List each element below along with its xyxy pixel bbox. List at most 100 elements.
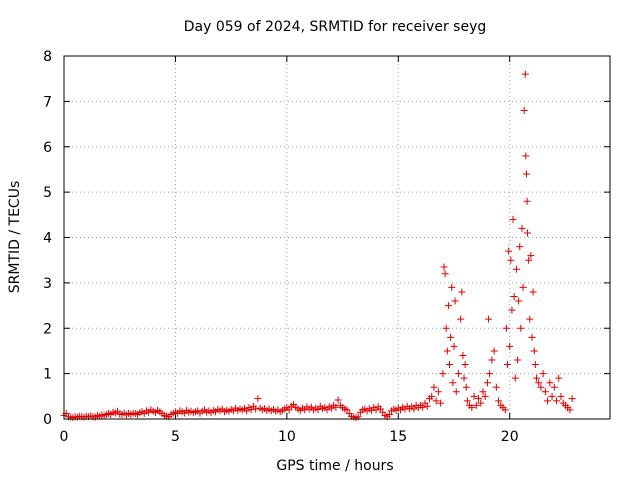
y-tick-label: 6 — [43, 140, 52, 156]
data-point — [440, 263, 448, 271]
y-axis-label: SRMTID / TECUs — [7, 181, 23, 294]
data-point — [419, 403, 427, 411]
data-point — [475, 395, 483, 403]
data-point — [486, 370, 494, 378]
data-point — [495, 397, 503, 405]
data-point — [432, 397, 440, 405]
data-point — [519, 283, 527, 291]
data-point — [334, 396, 342, 404]
data-point — [566, 406, 574, 414]
data-point — [520, 106, 528, 114]
data-point — [385, 410, 393, 418]
data-point — [518, 224, 526, 232]
data-point — [441, 270, 449, 278]
data-point — [252, 405, 260, 413]
data-point — [448, 283, 456, 291]
x-tick-label: 10 — [278, 429, 296, 445]
data-point — [512, 265, 520, 273]
x-tick-label: 20 — [501, 429, 519, 445]
data-point — [544, 397, 552, 405]
data-point — [525, 256, 533, 264]
data-point — [458, 288, 466, 296]
data-point — [437, 399, 445, 407]
data-point — [515, 297, 523, 305]
data-point — [527, 252, 535, 260]
data-point — [470, 392, 478, 400]
data-point — [557, 392, 565, 400]
data-point — [546, 379, 554, 387]
y-tick-label: 0 — [43, 412, 52, 428]
data-point — [548, 392, 556, 400]
data-point — [522, 152, 530, 160]
data-point — [530, 347, 538, 355]
plot-frame — [63, 55, 611, 420]
y-tick-label: 5 — [43, 185, 52, 201]
data-point — [524, 229, 532, 237]
data-point — [555, 374, 563, 382]
data-point — [460, 374, 468, 382]
chart-title: Day 059 of 2024, SRMTID for receiver sey… — [184, 19, 487, 35]
data-point — [434, 388, 442, 396]
data-point — [285, 406, 293, 414]
data-point — [501, 406, 509, 414]
data-point — [254, 395, 262, 403]
data-point — [463, 397, 471, 405]
data-point — [514, 356, 522, 364]
data-point — [532, 374, 540, 382]
y-tick-label: 1 — [43, 367, 52, 383]
data-point — [452, 388, 460, 396]
data-point — [506, 342, 514, 350]
data-point — [332, 403, 340, 411]
data-point — [443, 347, 451, 355]
data-point — [343, 406, 351, 414]
data-point — [472, 401, 480, 409]
data-point — [528, 333, 536, 341]
data-point — [477, 399, 485, 407]
data-point — [410, 405, 418, 413]
data-point — [526, 315, 534, 323]
y-tick-label: 4 — [43, 231, 52, 247]
data-point — [523, 197, 531, 205]
data-point — [505, 247, 513, 255]
data-point — [449, 379, 457, 387]
data-point — [444, 302, 452, 310]
data-point — [492, 383, 500, 391]
data-point — [516, 243, 524, 251]
data-point — [522, 170, 530, 178]
data-point — [529, 288, 537, 296]
data-point — [509, 215, 517, 223]
y-tick-label: 3 — [43, 276, 52, 292]
data-point — [451, 297, 459, 305]
data-point — [481, 392, 489, 400]
data-point — [511, 374, 519, 382]
data-point — [537, 383, 545, 391]
grid-lines — [64, 56, 610, 419]
data-point — [442, 324, 450, 332]
data-point — [461, 361, 469, 369]
x-tick-label: 0 — [60, 429, 69, 445]
y-tick-label: 7 — [43, 94, 52, 110]
data-marks — [60, 70, 576, 422]
data-point — [479, 388, 487, 396]
x-tick-label: 5 — [171, 429, 180, 445]
data-point — [550, 383, 558, 391]
data-point — [502, 324, 510, 332]
axis-ticks: 0 5 10 15 20 0 1 2 3 4 5 6 7 8 — [43, 49, 610, 445]
data-point — [488, 356, 496, 364]
data-point — [447, 333, 455, 341]
data-point — [428, 392, 436, 400]
data-point — [485, 315, 493, 323]
data-point — [553, 397, 561, 405]
data-point — [507, 256, 515, 264]
data-point — [503, 361, 511, 369]
data-point — [490, 347, 498, 355]
data-point — [450, 342, 458, 350]
data-point — [439, 370, 447, 378]
data-point — [568, 395, 576, 403]
x-tick-label: 15 — [389, 429, 407, 445]
data-point — [483, 379, 491, 387]
data-point — [539, 370, 547, 378]
data-point — [459, 351, 467, 359]
data-point — [454, 370, 462, 378]
